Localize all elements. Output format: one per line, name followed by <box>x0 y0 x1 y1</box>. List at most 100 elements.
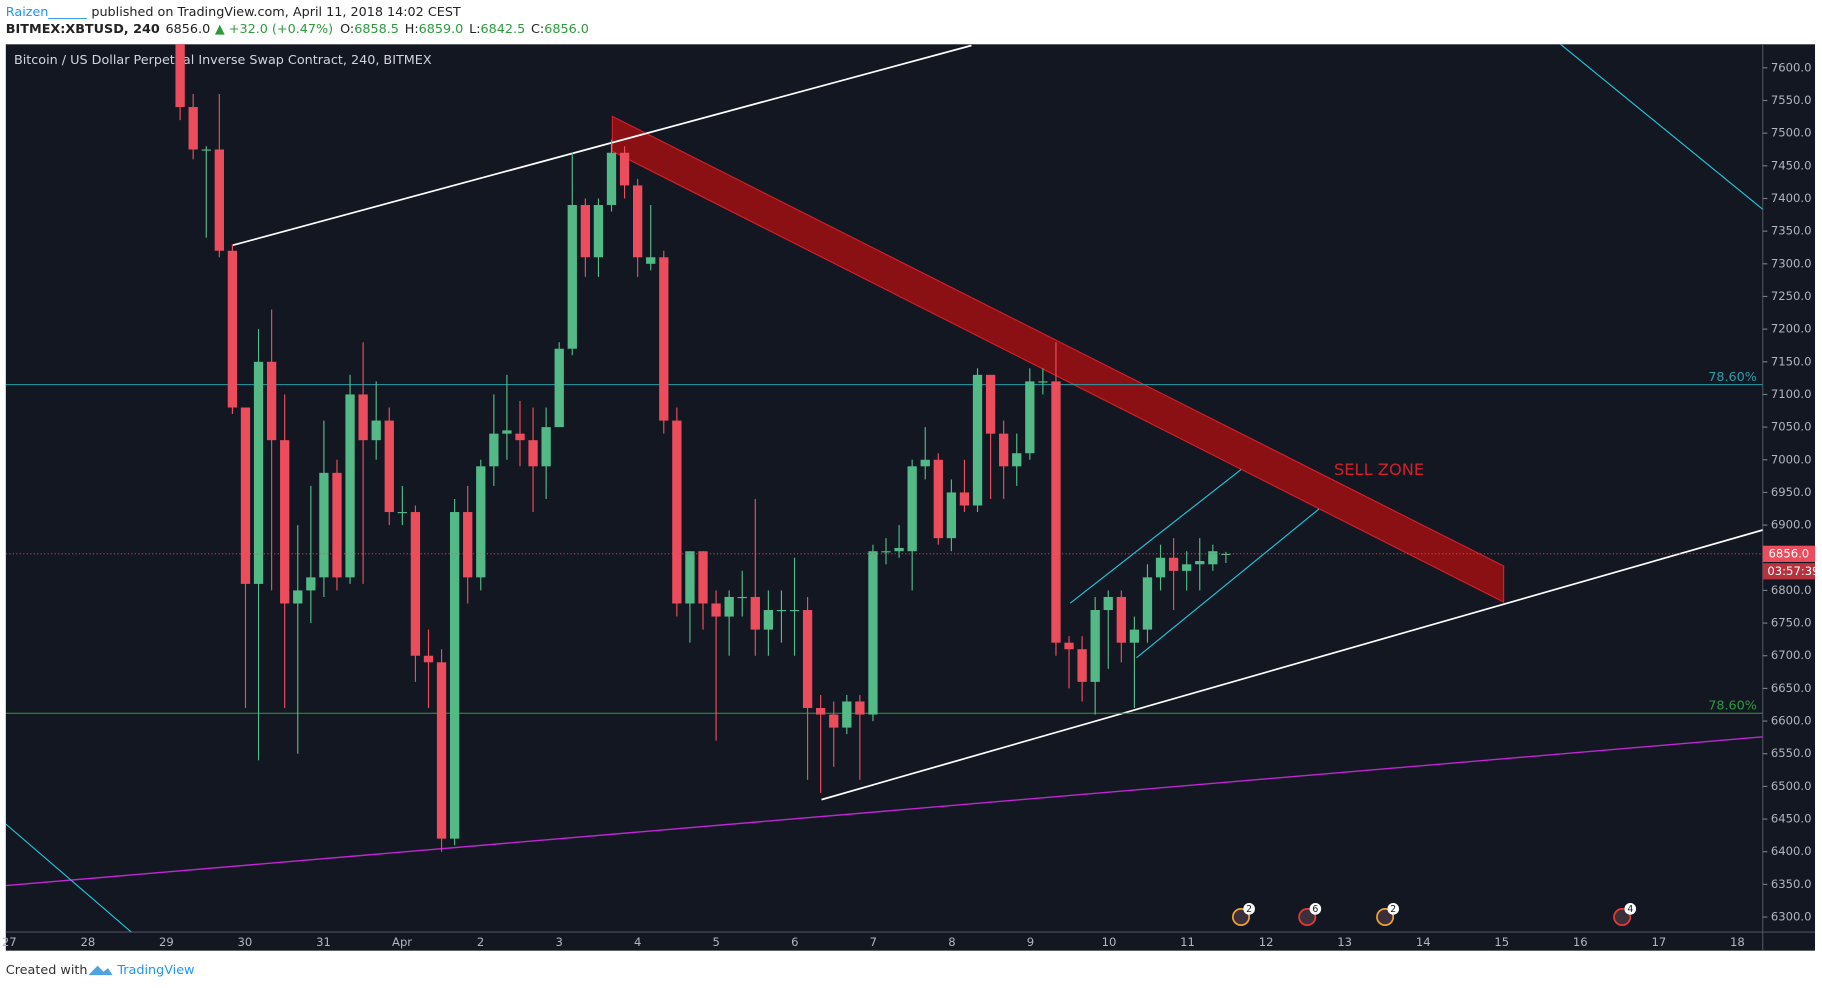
candle-body <box>842 701 852 728</box>
candle-body <box>175 44 185 108</box>
y-tick-label: 6700.0 <box>1771 648 1812 662</box>
candle-body <box>580 205 591 258</box>
chart-title: Bitcoin / US Dollar Perpetual Inverse Sw… <box>14 53 432 68</box>
x-tick-label: 17 <box>1651 935 1666 949</box>
candle-body <box>959 492 970 506</box>
change: ▲ +32.0 (+0.47%) <box>215 22 333 37</box>
trend-line <box>5 736 1763 887</box>
x-tick-label: 4 <box>634 935 641 949</box>
plot: 78.60% 78.60% <box>5 44 1763 852</box>
candle-body <box>319 472 329 578</box>
x-tick-label: 29 <box>159 935 174 949</box>
y-tick-label: 7350.0 <box>1771 224 1812 238</box>
candle-body <box>1129 629 1140 643</box>
event-count: 6 <box>1312 904 1318 915</box>
candle-body <box>868 551 878 715</box>
y-tick-label: 6550.0 <box>1771 746 1812 760</box>
trend-line <box>1560 44 1763 210</box>
x-tick-label: 18 <box>1730 935 1745 949</box>
x-tick-label: 8 <box>948 935 955 949</box>
x-tick-label: 5 <box>713 935 720 949</box>
candle-body <box>985 374 996 434</box>
candle-body <box>972 374 983 506</box>
candle-body <box>1208 551 1218 565</box>
candle-body <box>1103 596 1113 611</box>
last: 6856.0 <box>166 22 211 37</box>
candle-body <box>711 603 721 617</box>
ohlc-key: C: <box>531 22 544 37</box>
candle-body <box>724 596 734 617</box>
x-tick-label: 31 <box>316 935 331 949</box>
x-tick-label: 3 <box>555 935 562 949</box>
candle-body <box>829 714 839 728</box>
candle-body <box>384 420 394 513</box>
y-tick-label: 6400.0 <box>1771 844 1812 858</box>
candle-body <box>855 701 865 715</box>
sell-zone-label: SELL ZONE <box>1334 460 1424 479</box>
candle-body <box>894 547 904 552</box>
x-tick-label: 16 <box>1573 935 1588 949</box>
event-count: 4 <box>1627 904 1633 915</box>
y-tick-label: 6650.0 <box>1771 681 1812 695</box>
y-tick-label: 7050.0 <box>1771 420 1812 434</box>
event-count: 2 <box>1390 904 1396 915</box>
candle-body <box>423 655 434 663</box>
trend-line <box>821 529 1763 801</box>
x-tick-label: 14 <box>1416 935 1431 949</box>
candle-body <box>188 107 198 150</box>
price-tag-label: 6856.0 <box>1769 546 1810 560</box>
ohlc-value: 6856.0 <box>544 22 589 37</box>
y-tick-label: 7400.0 <box>1771 191 1812 205</box>
candle-body <box>1051 381 1061 643</box>
candle-body <box>345 394 355 578</box>
footer-brand[interactable]: TradingView <box>116 963 194 978</box>
candle-body <box>489 433 499 467</box>
sell-zone <box>611 115 1505 604</box>
candle-body <box>502 430 512 434</box>
candle-body <box>1168 557 1179 571</box>
y-tick-label: 7600.0 <box>1771 60 1812 74</box>
candle-body <box>253 361 264 584</box>
y-tick-label: 7300.0 <box>1771 256 1812 270</box>
candle-body <box>881 551 891 553</box>
drawings <box>5 44 1763 933</box>
candle-body <box>266 361 277 441</box>
x-tick-label: 13 <box>1337 935 1352 949</box>
candle-body <box>554 348 564 428</box>
candle-body <box>763 610 774 630</box>
candle-body <box>1064 642 1074 650</box>
candle-body <box>1155 557 1166 578</box>
event-badge <box>1309 903 1322 915</box>
candle-body <box>659 257 669 421</box>
ohlc-key: O: <box>340 22 354 37</box>
event-badge <box>1243 903 1255 915</box>
candle-body <box>619 152 630 186</box>
candle-body <box>280 440 290 604</box>
candle-body <box>632 185 643 258</box>
candle-body <box>528 440 538 467</box>
candle-body <box>1116 596 1126 643</box>
x-tick-label: 2 <box>477 935 484 949</box>
candle-body <box>358 394 368 441</box>
countdown-tag <box>1762 563 1816 580</box>
candle-body <box>698 551 708 604</box>
header-line: BITMEX:XBTUSD, 240 6856.0 ▲ +32.0 (+0.47%)… <box>6 22 589 37</box>
candle-body <box>240 407 251 584</box>
x-tick-label: 11 <box>1180 935 1195 949</box>
x-tick-label: 9 <box>1027 935 1034 949</box>
ohlc-value: 6859.0 <box>419 22 464 37</box>
event-badge <box>1387 903 1400 915</box>
published: published on TradingView.com, April 11, … <box>91 4 461 19</box>
x-tick-label: 15 <box>1494 935 1509 949</box>
candle-body <box>463 512 473 578</box>
candle-body <box>449 512 460 839</box>
y-tick-label: 6500.0 <box>1771 779 1812 793</box>
candle-body <box>397 512 407 514</box>
y-tick-label: 7150.0 <box>1771 354 1812 368</box>
price-tag <box>1762 545 1816 562</box>
y-tick-label: 7100.0 <box>1771 387 1812 401</box>
ohlc-value: 6842.5 <box>481 22 526 37</box>
fib-label: 78.60% <box>1708 699 1757 714</box>
y-tick-label: 6450.0 <box>1771 812 1812 826</box>
